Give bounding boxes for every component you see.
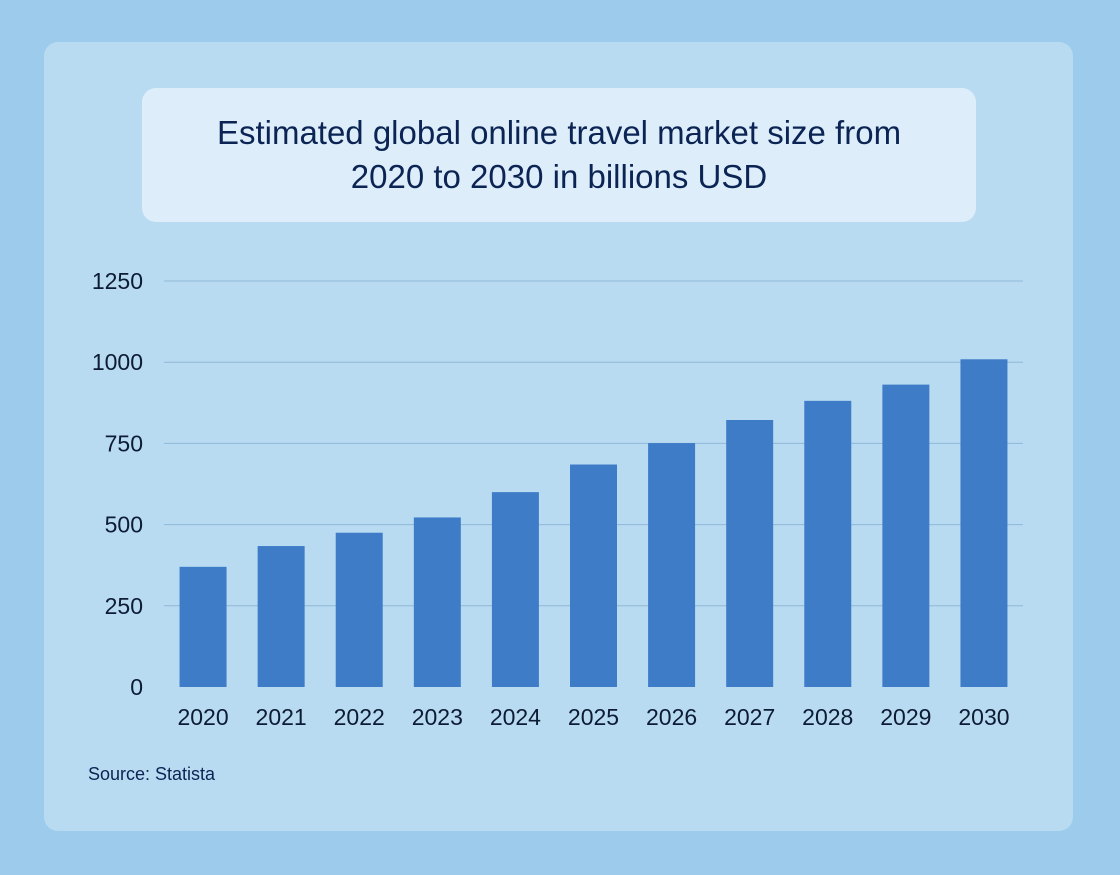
source-note: Source: Statista [88, 764, 216, 784]
x-tick-label: 2030 [958, 704, 1009, 730]
x-tick-label: 2028 [802, 704, 853, 730]
bar-2026 [648, 443, 696, 687]
bar-2025 [570, 464, 617, 687]
x-tick-label: 2021 [256, 704, 307, 730]
bar-2021 [257, 546, 305, 687]
x-tick-label: 2024 [490, 704, 541, 730]
bar-2028 [804, 400, 852, 687]
x-tick-label: 2022 [334, 704, 385, 730]
bar-2023 [413, 517, 461, 687]
bar-2027 [726, 420, 774, 687]
x-tick-label: 2025 [568, 704, 619, 730]
x-tick-label: 2027 [724, 704, 775, 730]
x-tick-label: 2029 [880, 704, 931, 730]
chart-title: Estimated global online travel market si… [216, 114, 902, 195]
y-tick-label: 750 [105, 430, 143, 456]
y-tick-label: 1250 [92, 268, 143, 294]
bar-2030 [960, 359, 1008, 687]
x-tick-label: 2020 [177, 704, 228, 730]
bar-2024 [491, 492, 539, 687]
bar-2020 [179, 566, 227, 687]
y-tick-label: 250 [105, 593, 143, 619]
y-tick-label: 500 [105, 512, 143, 538]
x-tick-label: 2023 [412, 704, 463, 730]
x-tick-label: 2026 [646, 704, 697, 730]
bar-2022 [335, 532, 383, 687]
chart-title-box: Estimated global online travel market si… [142, 88, 976, 222]
bar-2029 [882, 384, 930, 687]
y-tick-label: 1000 [92, 349, 143, 375]
y-tick-label: 0 [130, 674, 143, 700]
